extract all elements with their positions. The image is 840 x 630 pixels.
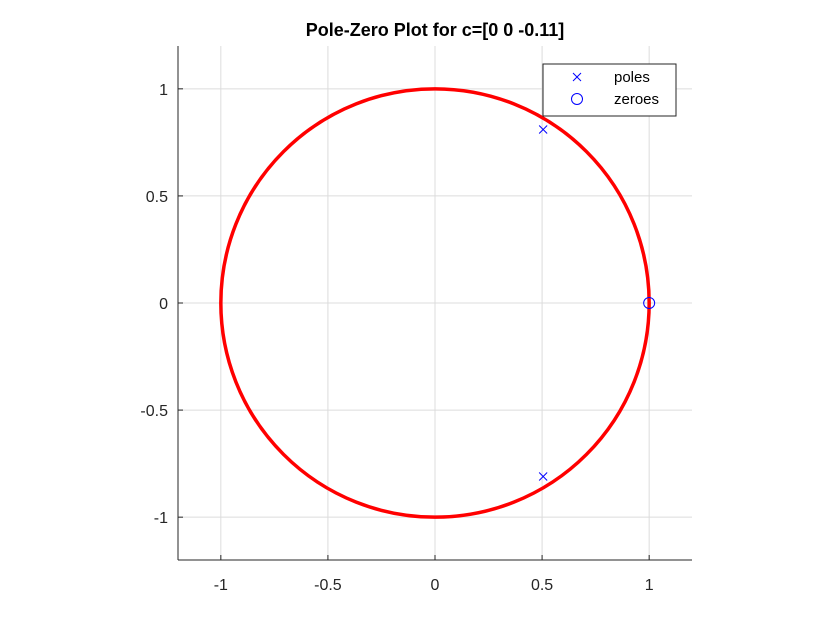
grid [178, 46, 692, 560]
legend-zero-icon [571, 93, 583, 105]
unit-circle-layer [219, 87, 651, 519]
y-tick-label: 0.5 [146, 189, 168, 206]
x-tick-label: -0.5 [314, 577, 342, 594]
zero-marker [643, 297, 656, 309]
pole-marker [538, 472, 548, 481]
legend-entry-label: zeroes [614, 91, 659, 108]
x-tick-label: 0.5 [531, 577, 553, 594]
legend-box [542, 63, 677, 117]
y-tick-label: 0 [159, 296, 168, 313]
pole-marker-stroke [538, 125, 548, 134]
legend-entry-label: poles [614, 69, 650, 86]
y-tick-label: -0.5 [140, 403, 168, 420]
legend: poles zeroes [542, 63, 677, 117]
y-tick-label: 1 [159, 82, 168, 99]
x-tick-label: -1 [214, 577, 228, 594]
chart-title: Pole-Zero Plot for c=[0 0 -0.11] [306, 20, 565, 40]
markers [538, 125, 656, 481]
unit-circle [219, 87, 651, 519]
y-tick-label: -1 [154, 510, 168, 527]
x-tick-label: 1 [645, 577, 654, 594]
pole-marker-stroke [538, 472, 548, 481]
x-tick-label: 0 [431, 577, 440, 594]
pole-marker [538, 125, 548, 134]
tick-labels: -1 -0.5 0 0.5 1 -1 -0.5 0 0.5 1 [140, 82, 653, 594]
legend-pole-icon [572, 72, 582, 82]
